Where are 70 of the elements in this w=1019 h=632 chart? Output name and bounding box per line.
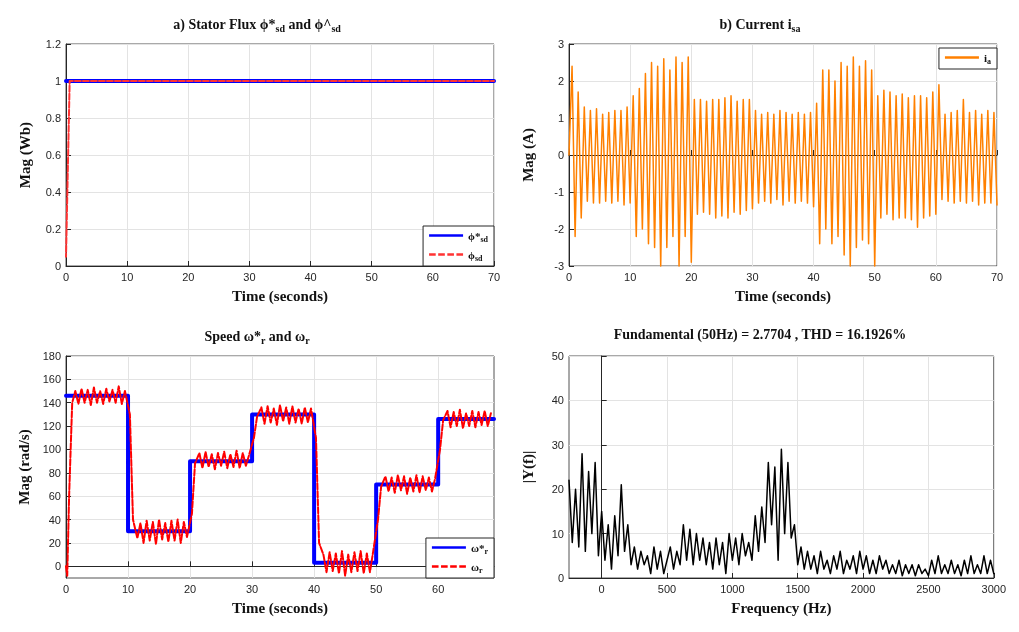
y-tick-label: 0.2 xyxy=(45,223,61,235)
x-tick-label: 10 xyxy=(121,582,135,595)
y-axis-title: Mag (Wb) xyxy=(16,121,34,189)
x-tick-label: 40 xyxy=(807,270,820,283)
y-tick-label: 140 xyxy=(42,396,61,409)
y-tick-label: 0 xyxy=(557,572,564,584)
y-tick-label: 0 xyxy=(54,260,61,272)
x-tick-label: 3000 xyxy=(981,582,1007,595)
y-tick-label: 60 xyxy=(48,490,61,503)
x-tick-label: 50 xyxy=(365,270,378,283)
x-tick-label: 10 xyxy=(121,270,134,283)
x-tick-label: 20 xyxy=(183,582,197,595)
y-axis-title: Mag (rad/s) xyxy=(16,429,34,505)
chart-title: Fundamental (50Hz) = 2.7704 , THD = 16.1926% xyxy=(613,326,907,343)
x-tick-label: 2500 xyxy=(916,582,941,595)
y-axis-title: Mag (A) xyxy=(519,128,537,182)
x-tick-label: 0 xyxy=(62,270,70,283)
x-tick-label: 30 xyxy=(243,270,256,283)
x-tick-label: 30 xyxy=(746,270,759,283)
y-tick-label: 120 xyxy=(42,420,61,433)
x-tick-label: 40 xyxy=(307,582,321,595)
y-tick-label: 10 xyxy=(551,527,564,540)
y-tick-label: 0.8 xyxy=(45,112,61,124)
y-tick-label: 40 xyxy=(551,394,564,407)
x-tick-label: 10 xyxy=(624,270,637,283)
y-tick-label: 20 xyxy=(48,536,61,549)
y-tick-label: 180 xyxy=(42,350,61,362)
x-tick-label: 60 xyxy=(929,270,942,283)
y-tick-label: 3 xyxy=(557,38,564,50)
x-tick-label: 0 xyxy=(565,270,573,283)
y-tick-label: 20 xyxy=(551,483,564,496)
x-axis-title: Time (seconds) xyxy=(232,287,328,305)
y-tick-label: 50 xyxy=(551,350,564,362)
y-tick-label: -1 xyxy=(554,186,564,198)
x-axis-title: Time (seconds) xyxy=(232,599,328,617)
y-tick-label: 100 xyxy=(42,443,61,456)
y-tick-label: 1 xyxy=(54,75,61,87)
y-tick-label: 0.4 xyxy=(45,186,61,198)
y-tick-label: 2 xyxy=(557,75,564,87)
x-axis-title: Frequency (Hz) xyxy=(731,599,832,617)
y-tick-label: 80 xyxy=(48,466,61,479)
x-tick-label: 50 xyxy=(868,270,881,283)
y-tick-label: -2 xyxy=(554,223,564,235)
x-tick-label: 70 xyxy=(990,270,1004,283)
line-series xyxy=(568,448,995,577)
x-tick-label: 0 xyxy=(598,582,605,595)
x-tick-label: 50 xyxy=(370,582,383,595)
y-tick-label: -3 xyxy=(554,260,564,272)
y-tick-label: 0 xyxy=(557,149,564,161)
y-tick-label: 40 xyxy=(48,513,61,526)
y-tick-label: 0 xyxy=(54,560,61,573)
x-tick-label: 40 xyxy=(304,270,317,283)
x-tick-label: 1000 xyxy=(720,582,745,595)
y-tick-label: 160 xyxy=(42,373,61,386)
x-tick-label: 500 xyxy=(657,582,677,595)
x-tick-label: 70 xyxy=(487,270,501,283)
y-axis-title: |Y(f)| xyxy=(519,450,537,484)
x-tick-label: 30 xyxy=(245,582,259,595)
y-tick-label: 30 xyxy=(551,438,564,451)
x-tick-label: 20 xyxy=(685,270,698,283)
x-tick-label: 0 xyxy=(62,582,70,595)
x-tick-label: 20 xyxy=(182,270,195,283)
x-tick-label: 2000 xyxy=(850,582,876,595)
y-tick-label: 1.2 xyxy=(45,38,61,50)
y-tick-label: 1 xyxy=(557,112,564,124)
y-tick-label: 0.6 xyxy=(45,149,61,161)
x-tick-label: 60 xyxy=(426,270,439,283)
x-tick-label: 1500 xyxy=(785,582,810,595)
x-axis-title: Time (seconds) xyxy=(735,287,831,305)
x-tick-label: 60 xyxy=(432,582,445,595)
